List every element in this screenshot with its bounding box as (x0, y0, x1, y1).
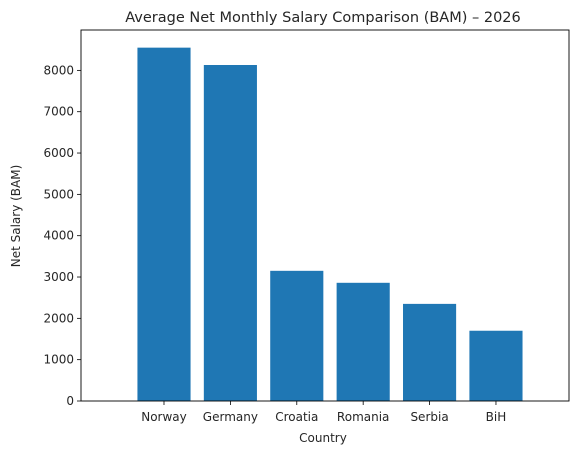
x-tick-label: Serbia (410, 410, 448, 424)
x-tick-label: BiH (486, 410, 507, 424)
bar-norway (137, 47, 191, 402)
y-tick-label: 8000 (43, 63, 74, 77)
y-tick-label: 2000 (43, 311, 74, 325)
y-tick-label: 6000 (43, 146, 74, 160)
x-tick-label: Croatia (275, 410, 318, 424)
y-tick-label: 5000 (43, 187, 74, 201)
bar-bih (469, 330, 523, 401)
bars-group (137, 47, 523, 402)
bar-germany (203, 65, 257, 401)
x-axis-label: Country (299, 431, 347, 445)
bar-romania (336, 282, 390, 401)
y-tick-label: 7000 (43, 105, 74, 119)
bar-croatia (270, 270, 324, 401)
x-tick-label: Romania (337, 410, 389, 424)
x-tick-label: Norway (141, 410, 187, 424)
x-tick-label: Germany (203, 410, 258, 424)
x-axis: Norway Germany Croatia Romania Serbia BiH (141, 401, 506, 424)
y-tick-label: 1000 (43, 353, 74, 367)
bar-serbia (403, 303, 457, 401)
y-tick-label: 4000 (43, 229, 74, 243)
plot-frame (80, 29, 570, 402)
y-tick-label: 0 (66, 394, 74, 408)
y-axis-label: Net Salary (BAM) (9, 165, 23, 268)
y-tick-label: 3000 (43, 270, 74, 284)
chart-title: Average Net Monthly Salary Comparison (B… (125, 10, 521, 26)
y-axis: 0 1000 2000 3000 4000 5000 6000 7000 8000 (43, 63, 81, 408)
